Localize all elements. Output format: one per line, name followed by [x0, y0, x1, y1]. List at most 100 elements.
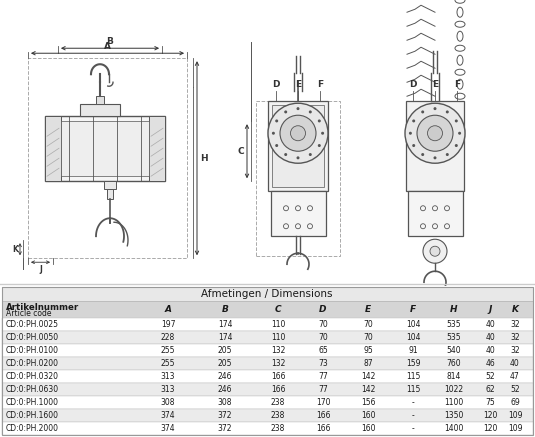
Text: 115: 115: [406, 385, 420, 394]
Text: H: H: [200, 154, 208, 163]
Text: 32: 32: [510, 320, 520, 329]
Circle shape: [309, 153, 312, 156]
Text: 62: 62: [485, 385, 495, 394]
Text: 70: 70: [318, 333, 328, 342]
Text: A: A: [104, 42, 111, 51]
Circle shape: [417, 115, 453, 151]
Text: 170: 170: [316, 398, 330, 407]
Bar: [2, 370, 533, 383]
Text: 40: 40: [510, 359, 520, 368]
Text: 104: 104: [406, 333, 421, 342]
Text: CD:0:PH.0025: CD:0:PH.0025: [6, 320, 59, 329]
Text: F: F: [454, 80, 460, 89]
Circle shape: [412, 144, 415, 147]
Circle shape: [309, 111, 312, 114]
Text: CD:0:PH.0320: CD:0:PH.0320: [6, 372, 59, 381]
Text: 75: 75: [485, 398, 495, 407]
Text: 32: 32: [510, 333, 520, 342]
Bar: [2, 396, 533, 409]
Circle shape: [275, 144, 278, 147]
Text: 372: 372: [218, 424, 232, 433]
Circle shape: [446, 111, 449, 114]
Text: E: E: [432, 80, 438, 89]
Bar: [107, 189, 113, 199]
Text: 760: 760: [447, 359, 461, 368]
Circle shape: [446, 153, 449, 156]
Text: 91: 91: [408, 346, 418, 355]
Text: 120: 120: [483, 411, 497, 420]
Text: 255: 255: [160, 359, 175, 368]
Text: 166: 166: [271, 372, 285, 381]
Text: 174: 174: [218, 333, 232, 342]
Text: H: H: [450, 305, 458, 314]
Text: Afmetingen / Dimensions: Afmetingen / Dimensions: [201, 289, 333, 299]
Text: J: J: [488, 305, 492, 314]
Text: 308: 308: [218, 398, 232, 407]
Text: 308: 308: [160, 398, 175, 407]
Circle shape: [268, 103, 328, 163]
Circle shape: [321, 132, 324, 135]
Text: 115: 115: [406, 372, 420, 381]
Text: C: C: [238, 147, 244, 156]
Text: Artikelnummer: Artikelnummer: [6, 303, 79, 312]
Text: 87: 87: [363, 359, 373, 368]
Circle shape: [296, 156, 300, 160]
Circle shape: [409, 132, 412, 135]
Text: 142: 142: [361, 385, 375, 394]
Text: 166: 166: [316, 411, 330, 420]
Circle shape: [405, 103, 465, 163]
Text: 1022: 1022: [445, 385, 463, 394]
Bar: [28, 58, 187, 258]
Circle shape: [272, 132, 275, 135]
Text: 132: 132: [271, 359, 285, 368]
Text: CD:0:PH.0050: CD:0:PH.0050: [6, 333, 59, 342]
Circle shape: [421, 153, 424, 156]
Text: 142: 142: [361, 372, 375, 381]
Text: 47: 47: [510, 372, 520, 381]
Text: 46: 46: [485, 359, 495, 368]
Text: A: A: [164, 305, 172, 314]
Circle shape: [427, 126, 442, 141]
Text: 70: 70: [363, 333, 373, 342]
Circle shape: [430, 246, 440, 256]
Text: 32: 32: [510, 346, 520, 355]
Circle shape: [275, 119, 278, 122]
Text: B: B: [221, 305, 228, 314]
Text: -: -: [411, 398, 415, 407]
Text: 1100: 1100: [445, 398, 464, 407]
Circle shape: [412, 119, 415, 122]
Bar: [104, 181, 116, 189]
Text: E: E: [365, 305, 371, 314]
Text: 109: 109: [508, 424, 522, 433]
Text: 238: 238: [271, 398, 285, 407]
Text: CD:0:PH.1000: CD:0:PH.1000: [6, 398, 59, 407]
Text: 535: 535: [447, 333, 461, 342]
Text: CD:0:PH.2000: CD:0:PH.2000: [6, 424, 59, 433]
Circle shape: [433, 156, 437, 160]
Circle shape: [455, 119, 458, 122]
Text: D: D: [409, 80, 417, 89]
Text: B: B: [106, 37, 113, 46]
Circle shape: [318, 144, 321, 147]
Text: 313: 313: [160, 385, 175, 394]
Text: 52: 52: [485, 372, 495, 381]
Text: K: K: [12, 245, 18, 254]
Bar: [272, 105, 324, 187]
Text: 73: 73: [318, 359, 328, 368]
Bar: [61, 121, 149, 176]
Text: 174: 174: [218, 320, 232, 329]
Text: 238: 238: [271, 424, 285, 433]
Bar: [45, 116, 165, 181]
Text: 70: 70: [363, 320, 373, 329]
Text: 1400: 1400: [444, 424, 464, 433]
Text: 77: 77: [318, 372, 328, 381]
Circle shape: [284, 111, 287, 114]
Text: 40: 40: [485, 320, 495, 329]
Text: 77: 77: [318, 385, 328, 394]
Circle shape: [423, 239, 447, 263]
Text: F: F: [410, 305, 416, 314]
Bar: [2, 357, 533, 370]
Text: CD:0:PH.0630: CD:0:PH.0630: [6, 385, 59, 394]
Circle shape: [291, 126, 305, 141]
Bar: [256, 101, 340, 256]
